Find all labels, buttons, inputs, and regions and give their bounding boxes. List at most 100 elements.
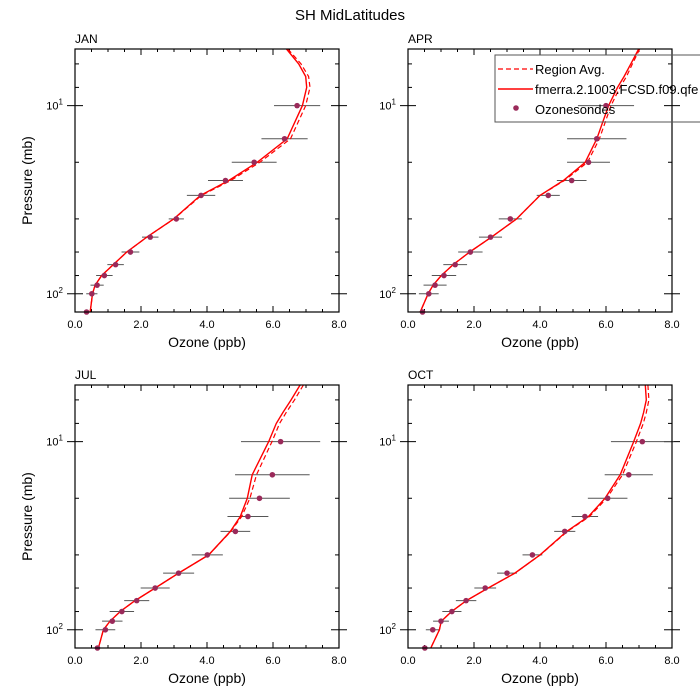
legend-dot-swatch — [513, 105, 519, 111]
region-avg-line — [89, 48, 311, 313]
ozonesonde-point — [112, 261, 119, 268]
panel-label: OCT — [408, 368, 434, 382]
ozonesonde-point — [175, 570, 182, 576]
x-tick-label: 0.0 — [400, 319, 415, 331]
ozonesonde-point — [251, 159, 257, 166]
y-tick-label: 101 — [379, 434, 396, 449]
ozonesonde-point — [463, 597, 469, 604]
ozonesonde-point — [561, 528, 568, 535]
ozonesonde-point — [425, 290, 432, 297]
ozonesonde-point — [204, 552, 211, 558]
x-tick-label: 6.0 — [265, 655, 280, 667]
x-tick-label: 6.0 — [598, 655, 613, 667]
ozonesonde-point — [568, 177, 575, 184]
model-line — [419, 48, 640, 313]
plot-frame — [407, 384, 673, 649]
ozonesonde-point — [603, 102, 609, 109]
ozonesonde-point — [449, 608, 455, 615]
ozonesonde-point — [593, 135, 600, 142]
model-line — [89, 48, 308, 313]
y-tick-label: 101 — [46, 434, 63, 449]
x-tick-label: 4.0 — [532, 319, 547, 331]
ozonesonde-point — [604, 495, 611, 502]
y-tick-label: 102 — [379, 286, 396, 301]
y-tick-label: 102 — [379, 622, 396, 637]
panel-oct: OCT 0.0 2.0 4.0 6.0 8.0 101 102 Ozone (ppb) — [379, 368, 680, 686]
region-avg-line — [97, 384, 304, 649]
ozonesonde-point — [452, 261, 458, 268]
panel-jul: JUL 0.0 2.0 4.0 6.0 8.0 101 102 Ozone (ppb) Press… — [19, 368, 347, 686]
ozonesonde-point — [89, 290, 95, 297]
ozonesonde-point — [277, 438, 284, 445]
x-axis-label: Ozone (ppb) — [168, 670, 246, 686]
ozonesonde-point — [429, 626, 436, 633]
legend-label: fmerra.2.1003.FCSD.f09.qfe — [535, 82, 698, 97]
x-axis-label: Ozone (ppb) — [501, 670, 579, 686]
ozonesonde-point — [467, 249, 474, 255]
ozonesonde-point — [119, 608, 125, 615]
x-tick-label: 6.0 — [265, 319, 280, 331]
ozonesonde-point — [585, 159, 592, 166]
y-axis-label: Pressure (mb) — [19, 472, 35, 561]
y-tick-label: 101 — [46, 98, 63, 113]
ozonesonde-point — [102, 626, 109, 633]
legend-label: Ozonesondes — [535, 102, 616, 117]
ozonesonde-point — [482, 585, 489, 591]
ozonesonde-point — [529, 552, 536, 558]
legend-label: Region Avg. — [535, 62, 605, 77]
plot-frame — [74, 384, 340, 649]
x-tick-label: 4.0 — [532, 655, 547, 667]
x-tick-label: 2.0 — [133, 319, 148, 331]
x-tick-label: 4.0 — [199, 655, 214, 667]
legend-box — [494, 54, 700, 123]
ozonesonde-point — [133, 597, 140, 604]
region-avg-line — [430, 384, 650, 649]
ozonesonde-point — [294, 102, 300, 109]
ozonesonde-point — [582, 513, 588, 520]
ozonesonde-point — [487, 234, 494, 240]
ozonesonde-point — [94, 282, 100, 288]
x-tick-label: 8.0 — [664, 319, 679, 331]
ozonesonde-point — [256, 495, 263, 502]
ozonesonde-point — [152, 585, 158, 591]
x-tick-label: 2.0 — [466, 319, 481, 331]
ozonesonde-point — [432, 282, 438, 288]
ozonesonde-point — [173, 216, 180, 222]
ozonesonde-point — [545, 192, 552, 199]
x-tick-label: 8.0 — [331, 655, 346, 667]
panel-label: JUL — [75, 368, 97, 382]
ozonesonde-point — [101, 272, 108, 279]
ozonesonde-point — [222, 177, 229, 184]
x-axis-label: Ozone (ppb) — [501, 334, 579, 350]
plot-frame — [407, 48, 673, 313]
x-tick-label: 2.0 — [466, 655, 481, 667]
x-tick-label: 6.0 — [598, 319, 613, 331]
ozonesonde-point — [441, 272, 447, 279]
x-tick-label: 4.0 — [199, 319, 214, 331]
ozonesonde-point — [245, 513, 251, 520]
x-tick-label: 8.0 — [664, 655, 679, 667]
ozonesonde-point — [147, 234, 154, 240]
ozonesonde-point — [109, 618, 116, 624]
y-tick-label: 102 — [46, 286, 63, 301]
ozonesonde-point — [625, 471, 632, 478]
model-line — [97, 384, 301, 649]
model-line — [430, 384, 648, 649]
y-tick-label: 102 — [46, 622, 63, 637]
x-axis-label: Ozone (ppb) — [168, 334, 246, 350]
x-tick-label: 0.0 — [67, 319, 82, 331]
ozonesonde-point — [281, 135, 288, 142]
y-tick-label: 101 — [379, 98, 396, 113]
x-tick-label: 2.0 — [133, 655, 148, 667]
x-tick-label: 0.0 — [67, 655, 82, 667]
plot-frame — [74, 48, 340, 313]
y-axis-label: Pressure (mb) — [19, 136, 35, 225]
ozonesonde-point — [198, 192, 204, 199]
panel-label: APR — [408, 32, 433, 46]
ozonesonde-point — [438, 618, 444, 624]
ozonesonde-point — [507, 216, 514, 222]
x-tick-label: 0.0 — [400, 655, 415, 667]
ozonesonde-point — [127, 249, 134, 255]
panel-apr: APR 0.0 2.0 4.0 6.0 8.0 101 102 Ozone (ppb) — [379, 32, 680, 350]
